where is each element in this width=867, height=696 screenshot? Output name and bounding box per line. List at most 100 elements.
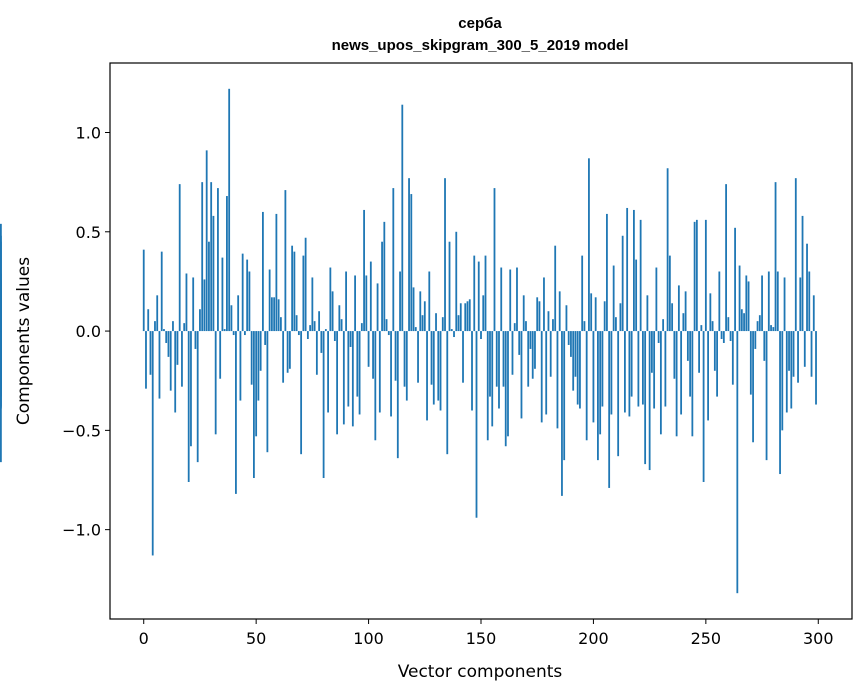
bar <box>561 331 563 496</box>
bar <box>599 331 602 435</box>
bar <box>399 271 401 332</box>
bar <box>176 331 179 365</box>
bar <box>329 267 332 332</box>
bar <box>462 331 464 383</box>
bar <box>277 299 280 332</box>
bar <box>322 331 325 479</box>
y-axis-ticks: −1.0 −0.5 0.0 0.5 1.0 <box>62 124 110 540</box>
bar <box>693 221 696 332</box>
bar <box>579 331 581 409</box>
bar <box>248 271 251 332</box>
bar <box>707 331 709 421</box>
bar <box>169 331 172 391</box>
bar <box>475 331 478 518</box>
bar <box>428 271 431 332</box>
bar <box>212 215 215 332</box>
bar <box>383 221 386 332</box>
bar <box>172 321 174 332</box>
x-tick-label: 300 <box>803 629 834 648</box>
bar <box>262 211 264 332</box>
y-tick-label: 0.0 <box>76 322 101 341</box>
bar <box>300 331 303 455</box>
bar <box>441 317 444 332</box>
bar <box>435 313 437 332</box>
bar <box>666 168 669 332</box>
bar <box>585 331 588 441</box>
bar <box>729 331 732 341</box>
bar <box>518 331 521 355</box>
bar <box>304 237 307 332</box>
plot-frame <box>109 62 853 620</box>
bar <box>615 317 617 332</box>
bar <box>720 331 723 340</box>
bar <box>581 255 584 332</box>
x-axis-ticks: 0 50 100 150 200 250 300 <box>139 619 834 648</box>
bar <box>754 331 757 349</box>
bar <box>142 249 145 332</box>
bar <box>671 303 674 332</box>
bar <box>217 188 219 332</box>
bar <box>731 331 734 385</box>
bar <box>293 251 296 332</box>
bar <box>149 331 152 375</box>
y-tick-label: 0.5 <box>76 223 101 242</box>
bar <box>529 331 532 349</box>
bar <box>610 331 613 415</box>
bar <box>749 331 752 395</box>
bar <box>491 331 494 427</box>
bar <box>794 178 797 332</box>
bar <box>592 331 595 423</box>
bar <box>178 184 181 332</box>
bar <box>369 261 372 332</box>
bar <box>576 331 579 405</box>
bar <box>210 182 213 332</box>
bar <box>208 241 210 332</box>
y-axis-label: Components values <box>14 257 34 425</box>
bar <box>360 323 363 332</box>
bar <box>493 188 496 332</box>
bar <box>711 321 714 332</box>
bar <box>201 182 204 332</box>
bar <box>190 331 192 447</box>
bar <box>226 196 228 332</box>
bar <box>165 331 168 343</box>
bar <box>203 279 206 332</box>
bar <box>621 235 624 332</box>
bar <box>205 150 208 332</box>
y-tick-label: −1.0 <box>62 521 101 540</box>
bar <box>567 331 570 345</box>
bar <box>644 331 647 465</box>
bar <box>700 325 703 332</box>
bar <box>356 331 359 397</box>
bar <box>367 331 370 367</box>
bar <box>196 331 199 463</box>
bar <box>419 291 422 332</box>
bar <box>230 305 233 332</box>
bar <box>653 331 656 409</box>
bar <box>601 331 604 407</box>
bar <box>401 104 404 332</box>
bar <box>713 331 716 371</box>
bar <box>237 295 240 332</box>
bar <box>709 293 712 332</box>
bar <box>626 207 629 332</box>
bar <box>727 317 730 332</box>
bar <box>747 281 750 332</box>
bar <box>448 241 451 332</box>
bar <box>558 291 561 332</box>
bar <box>691 331 694 437</box>
bar <box>534 331 536 369</box>
bar <box>716 331 718 397</box>
bar <box>199 309 201 332</box>
bar <box>363 209 365 332</box>
bar <box>275 213 278 332</box>
bar <box>765 331 768 461</box>
bar <box>790 331 793 409</box>
bar <box>779 331 781 475</box>
bar <box>288 331 291 369</box>
bar <box>677 285 680 332</box>
bar <box>525 321 527 332</box>
bar <box>291 245 294 332</box>
bar <box>608 331 611 488</box>
chart-subtitle: news_upos_skipgram_300_5_2019 model <box>332 37 629 54</box>
